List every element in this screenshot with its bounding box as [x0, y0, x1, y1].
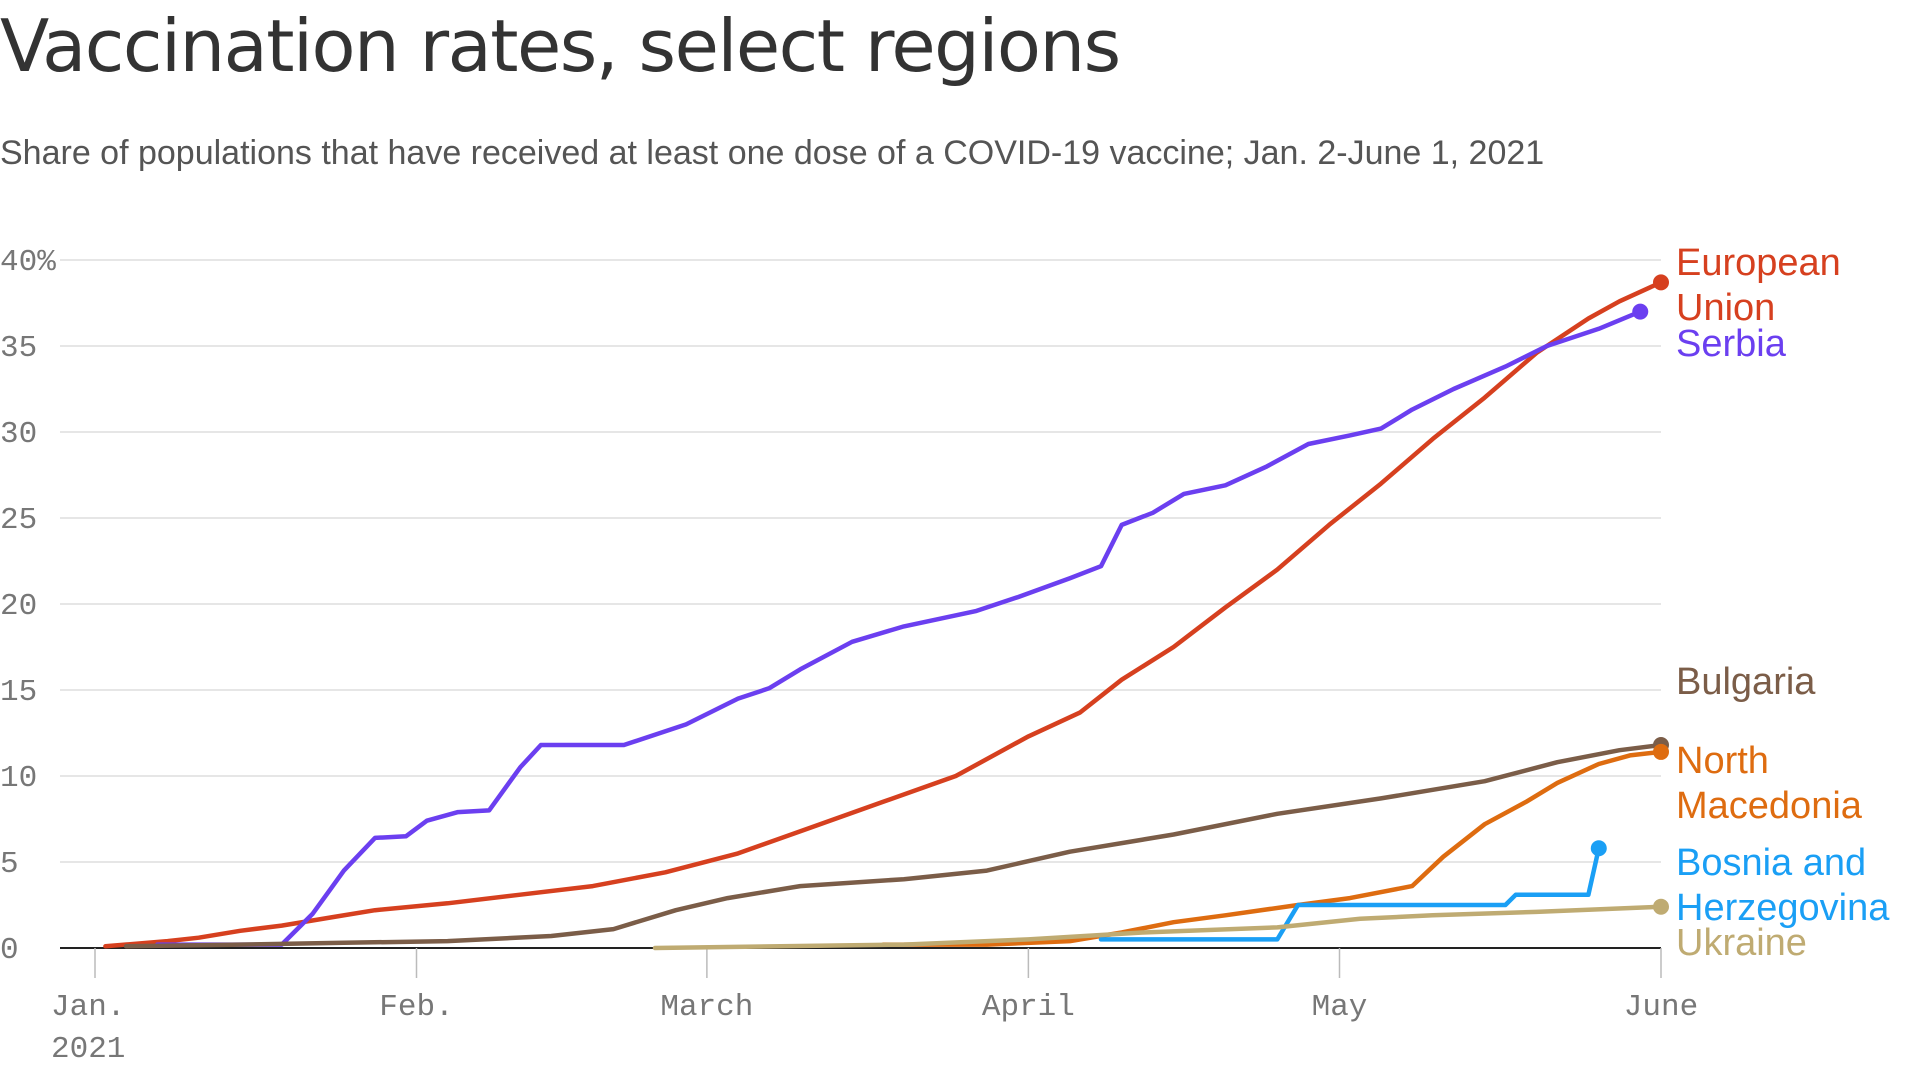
- series-end-point-serbia: [1632, 303, 1649, 320]
- series-label-european-union: European: [1676, 242, 1841, 284]
- series-line-bulgaria: [123, 742, 1664, 949]
- x-tick-label: May: [1312, 990, 1368, 1025]
- y-tick-label: 15: [0, 675, 37, 710]
- y-tick-label: 10: [0, 761, 37, 796]
- y-tick-label: 30: [0, 417, 37, 452]
- y-tick-label: 20: [0, 589, 37, 624]
- subtitle: Share of populations that have received …: [0, 134, 1545, 172]
- x-tick-label: 2021: [51, 1032, 125, 1067]
- series-label-ukraine: Ukraine: [1676, 922, 1807, 964]
- x-tick-label: Jan.: [51, 990, 125, 1025]
- series-end-point-ukraine: [1653, 898, 1669, 915]
- series-end-point-european-union: [1653, 274, 1669, 291]
- series-layer: [103, 274, 1669, 951]
- series-label-north-macedonia: North: [1676, 740, 1769, 782]
- series-line-bosnia-and-herzegovina: [1098, 845, 1602, 942]
- x-tick-label: April: [982, 990, 1075, 1025]
- grid-layer: 0 5 10 15 20 25 30 35 40% Jan. 2021 Feb. March April M…: [0, 245, 1698, 1067]
- series-label-bulgaria: Bulgaria: [1676, 661, 1816, 703]
- x-tick-label: March: [660, 990, 753, 1025]
- y-tick-label: 25: [0, 503, 37, 538]
- series-label-bosnia-and-herzegovina: Bosnia and: [1676, 842, 1866, 884]
- series-label-bosnia-and-herzegovina: Herzegovina: [1676, 887, 1890, 929]
- x-tick-label: Feb.: [379, 990, 453, 1025]
- series-end-point-bosnia-and-herzegovina: [1590, 840, 1607, 857]
- y-tick-label: 0: [0, 933, 19, 968]
- series-end-point-north-macedonia: [1653, 743, 1669, 760]
- y-tick-label: 35: [0, 331, 37, 366]
- series-line-north-macedonia: [880, 749, 1664, 947]
- series-line-serbia: [154, 309, 1643, 947]
- title: Vaccination rates, select regions: [0, 4, 1121, 88]
- x-tick-label: June: [1624, 990, 1698, 1025]
- series-label-european-union: Union: [1676, 287, 1775, 329]
- y-tick-label: 40%: [0, 245, 56, 280]
- y-tick-label: 5: [0, 847, 19, 882]
- series-label-serbia: Serbia: [1676, 323, 1787, 365]
- series-label-north-macedonia: Macedonia: [1676, 785, 1863, 827]
- series-line-ukraine: [652, 904, 1664, 951]
- series-line-european-union: [103, 280, 1664, 949]
